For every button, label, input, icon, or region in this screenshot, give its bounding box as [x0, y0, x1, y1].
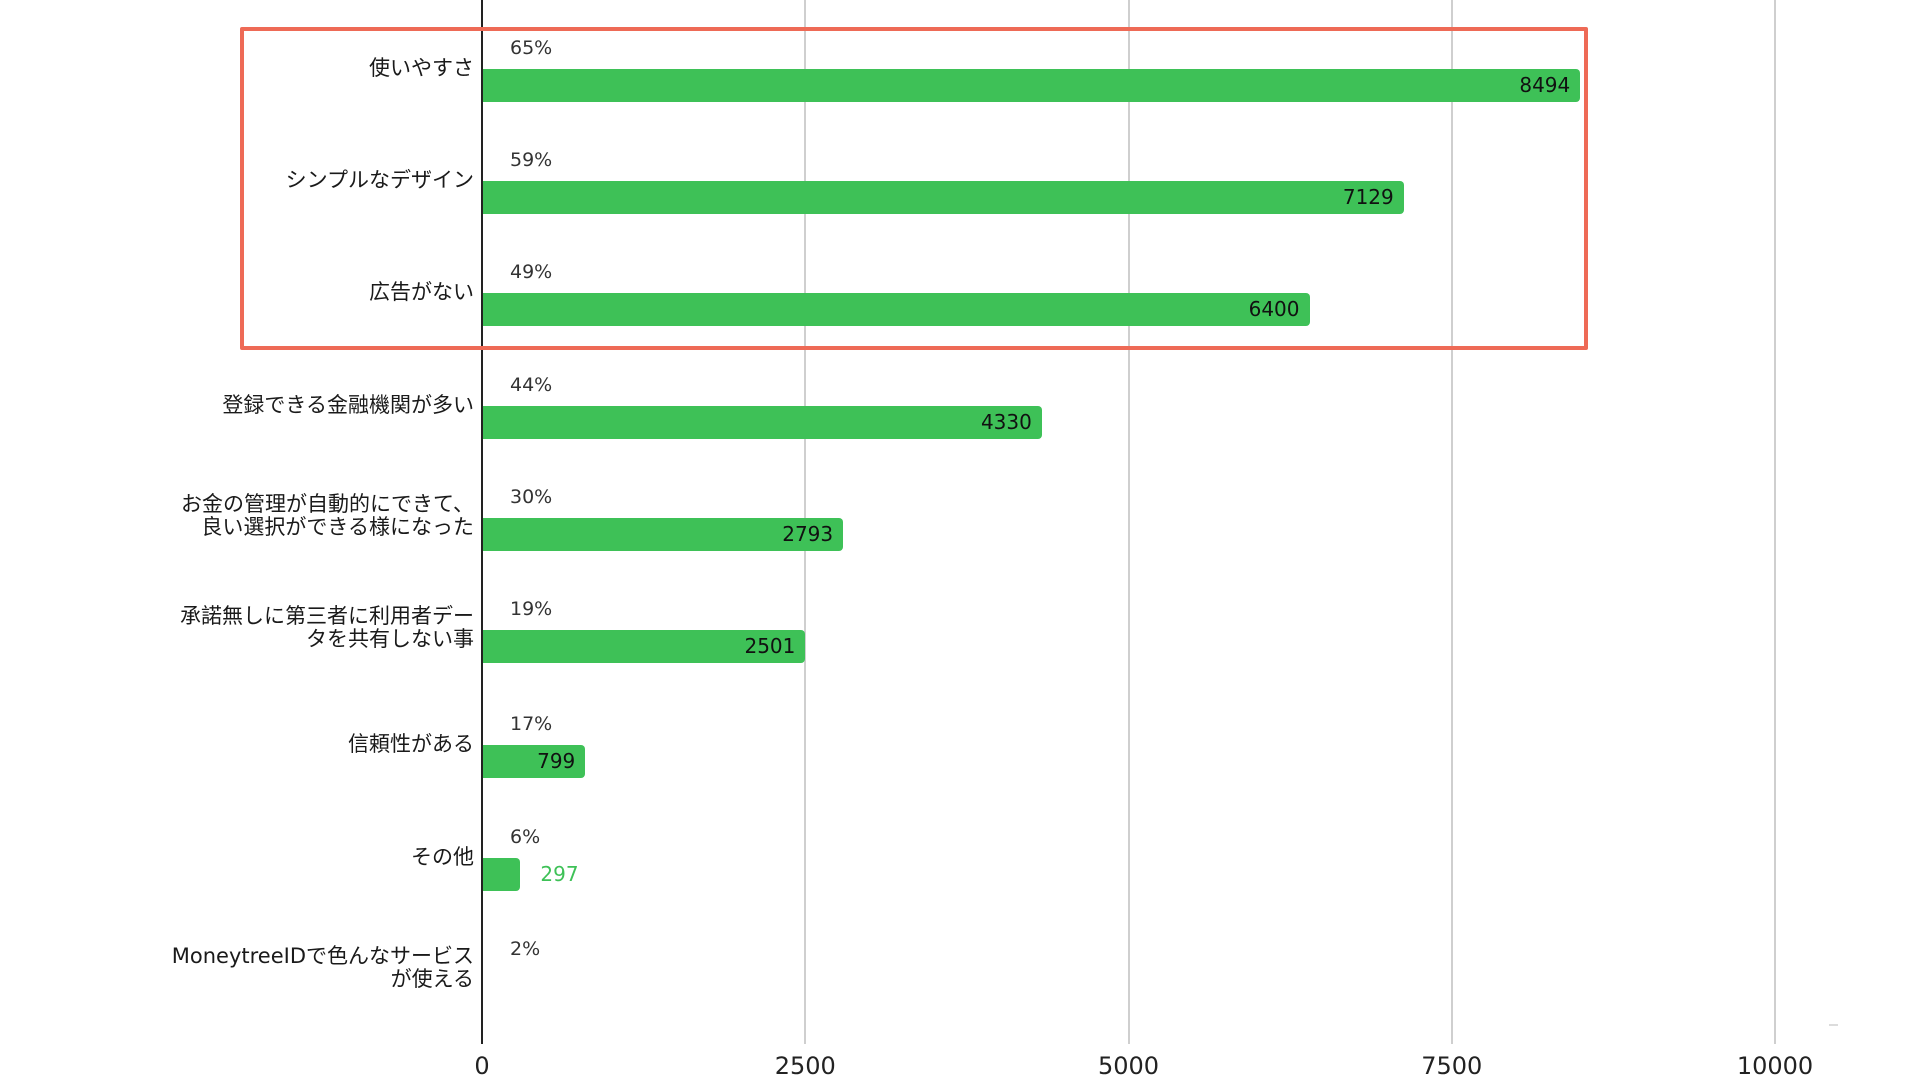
bar	[483, 518, 844, 551]
bar-row: シンプルなデザイン 59% 7129	[0, 0, 1920, 214]
x-tick-label: 5000	[1097, 1052, 1160, 1080]
value-label: 2793	[782, 522, 834, 546]
category-label-line: 使いやすさ	[369, 56, 474, 80]
category-label: 信頼性がある	[348, 733, 474, 756]
category-label: シンプルなデザイン	[286, 169, 474, 192]
gridline-5000	[1127, 0, 1130, 1044]
bar	[483, 745, 586, 778]
bar-row: 使いやすさ 65% 8494	[0, 0, 1920, 112]
category-label-line: 広告がない	[369, 280, 474, 304]
bar	[483, 69, 1581, 102]
y-axis-line	[481, 0, 483, 1044]
category-label-line: が使える	[390, 966, 474, 991]
bar-row: 信頼性がある 17% 799	[0, 0, 1920, 778]
percent-label: 49%	[510, 261, 553, 283]
value-label: 2501	[744, 634, 796, 658]
x-tick-label: 7500	[1421, 1052, 1483, 1080]
category-label-line: シンプルなデザイン	[285, 168, 474, 192]
category-label: 承諾無しに第三者に利用者デー タを共有しない事	[180, 603, 474, 651]
category-label: お金の管理が自動的にできて、 良い選択ができる様になった	[181, 491, 474, 539]
category-label: 登録できる金融機関が多い	[222, 394, 474, 417]
bar	[483, 630, 806, 663]
category-label-line: お金の管理が自動的にできて、	[181, 491, 474, 516]
percent-label: 6%	[510, 826, 541, 848]
bar-row: MoneytreeIDで色んなサービス が使える 2%	[0, 0, 1920, 990]
category-label-line: 信頼性がある	[348, 732, 474, 756]
value-label: 297	[540, 862, 579, 886]
gridline-10000	[1774, 0, 1776, 1044]
category-label-line: タを共有しない事	[306, 626, 474, 651]
category-label-line: その他	[411, 845, 474, 869]
gridline-7500	[1450, 0, 1453, 1044]
bar-row: 登録できる金融機関が多い 44% 4330	[0, 0, 1920, 439]
category-label-line: MoneytreeIDで色んなサービス	[171, 943, 474, 968]
category-label: MoneytreeIDで色んなサービス が使える	[171, 943, 474, 991]
bar	[483, 858, 521, 891]
bar-row: お金の管理が自動的にできて、 良い選択ができる様になった 30% 2793	[0, 0, 1920, 551]
category-label: その他	[411, 846, 474, 869]
percent-label: 2%	[510, 938, 541, 960]
category-label-line: 良い選択ができる様になった	[201, 514, 474, 539]
category-label: 使いやすさ	[369, 57, 474, 80]
x-tick-label: 2500	[774, 1052, 836, 1080]
percent-label: 19%	[510, 598, 553, 620]
x-tick-label: 10000	[1736, 1052, 1814, 1080]
category-label-line: 承諾無しに第三者に利用者デー	[180, 603, 474, 628]
percent-label: 65%	[510, 37, 553, 59]
value-label: 7129	[1342, 185, 1394, 209]
bar	[483, 181, 1404, 214]
category-label: 広告がない	[369, 281, 474, 304]
bar	[483, 406, 1042, 439]
percent-label: 44%	[510, 374, 553, 396]
percent-label: 30%	[510, 486, 553, 508]
bar-row: その他 6% 297	[0, 0, 1920, 891]
percent-label: 17%	[510, 713, 553, 735]
value-label: 799	[537, 749, 576, 773]
x-tick-label: 0	[474, 1052, 490, 1080]
percent-label: 59%	[510, 149, 553, 171]
bar-row: 広告がない 49% 6400	[0, 0, 1920, 326]
decorative-mark	[1829, 1024, 1838, 1026]
value-label: 4330	[980, 410, 1032, 434]
highlight-box-top-three	[240, 27, 1588, 350]
category-label-line: 登録できる金融機関が多い	[222, 393, 474, 417]
value-label: 8494	[1519, 73, 1571, 97]
bar-row: 承諾無しに第三者に利用者デー タを共有しない事 19% 2501	[0, 0, 1920, 663]
value-label: 6400	[1248, 297, 1300, 321]
bar	[483, 293, 1310, 326]
